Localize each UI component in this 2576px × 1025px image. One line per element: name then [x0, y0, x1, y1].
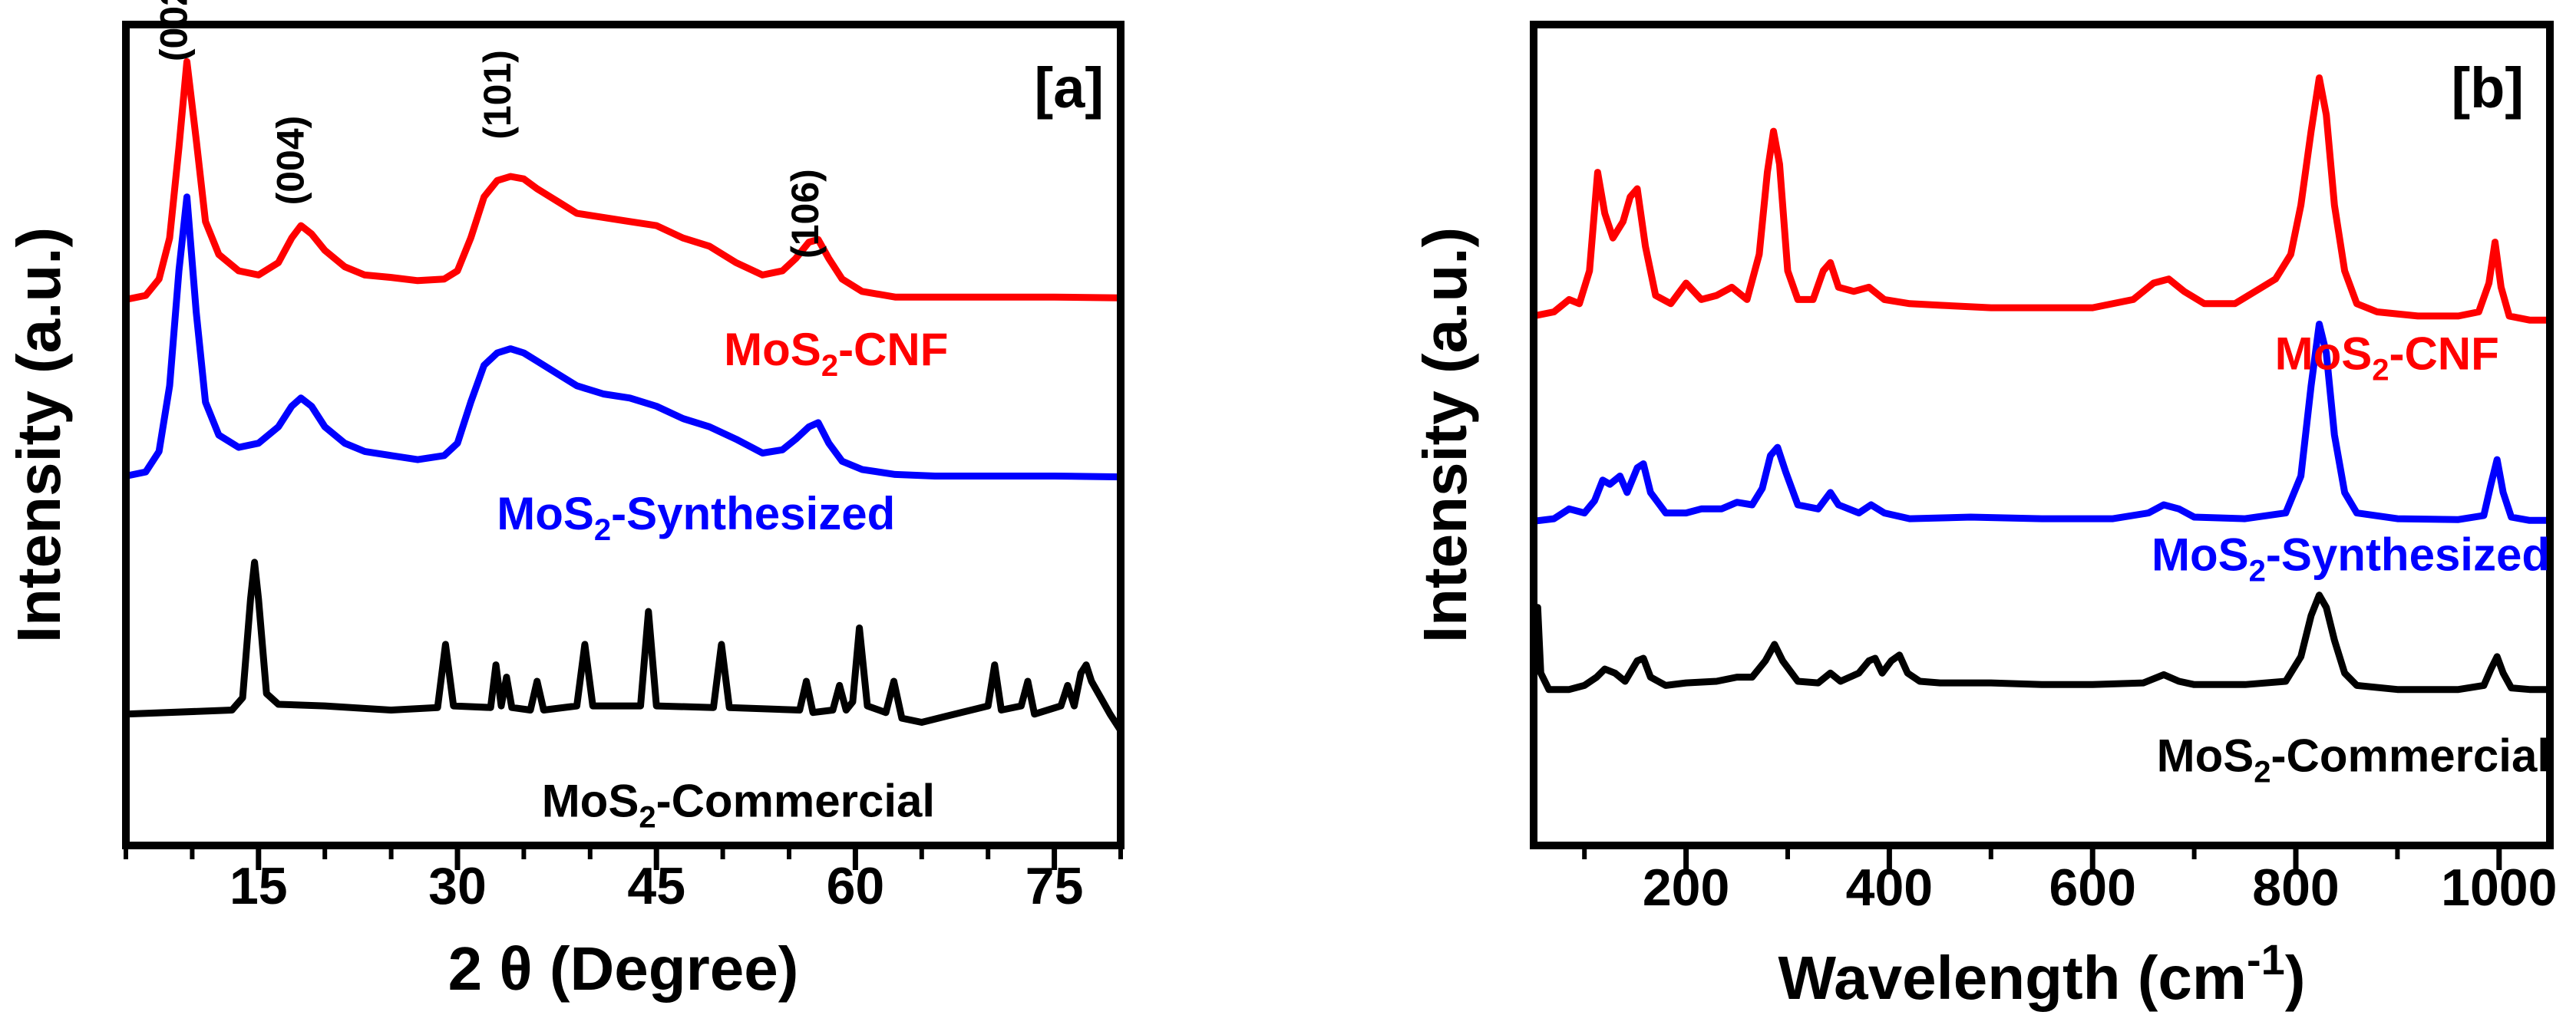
panel-label: [a] [1035, 56, 1104, 120]
series-line-1 [122, 193, 1125, 481]
peak-label: (002) [152, 0, 195, 61]
series-label-suffix: -Synthesized [611, 488, 895, 539]
series-label: MoS2-Synthesized [2152, 529, 2550, 588]
x-axis-label-main: Wavelength (cm [1778, 944, 2247, 1012]
plot-frame [122, 21, 1125, 849]
series-line-1 [1530, 321, 2554, 525]
series-label-suffix: -Synthesized [2266, 529, 2550, 581]
x-axis-label: 2 θ (Degree) [448, 934, 799, 1003]
x-tick-label: 60 [827, 857, 885, 915]
series-label: MoS2-Synthesized [497, 488, 895, 547]
series-label-subscript: 2 [2254, 756, 2271, 789]
series-label: MoS2-Commercial [2157, 730, 2550, 789]
series-label-prefix: MoS [724, 324, 821, 375]
series-line-2 [1530, 592, 2554, 694]
y-axis-label: Intensity (a.u.) [1411, 227, 1479, 643]
x-tick-label: 400 [1846, 859, 1933, 917]
series-label-prefix: MoS [2157, 730, 2254, 782]
series-label-prefix: MoS [2152, 529, 2249, 581]
series-line-2 [122, 559, 1125, 734]
series-label-subscript: 2 [821, 349, 838, 383]
series-label: MoS2-CNF [724, 324, 948, 383]
x-tick-label: 800 [2252, 859, 2339, 917]
peak-label: (004) [269, 116, 312, 206]
x-tick-label: 30 [428, 857, 487, 915]
panel-label: [b] [2452, 56, 2525, 120]
x-tick-label: 600 [2049, 859, 2135, 917]
series-label-suffix: -Commercial [2271, 730, 2550, 782]
x-tick-label: 75 [1025, 857, 1084, 915]
x-tick-label: 15 [230, 857, 288, 915]
x-tick-label: 1000 [2441, 859, 2557, 917]
series-label-prefix: MoS [542, 776, 639, 827]
plot-frame [1530, 21, 2554, 849]
x-tick-label: 200 [1643, 859, 1729, 917]
series-label-prefix: MoS [2275, 328, 2373, 379]
series-label-subscript: 2 [639, 801, 656, 835]
chart-panel-a: 15 30 45 60 75 2 θ (Degree) Intensity (a.u.) [a… [5, 0, 1125, 1003]
x-axis-label-superscript: -1 [2247, 935, 2285, 984]
series-label-suffix: -CNF [2389, 328, 2499, 379]
series-label-subscript: 2 [2249, 555, 2266, 588]
peak-label: (101) [476, 50, 519, 140]
series-label-suffix: -Commercial [656, 776, 935, 827]
x-axis-label: Wavelength (cm-1) [1778, 935, 2306, 1012]
series-line-0 [122, 58, 1125, 303]
series-label: MoS2-Commercial [542, 776, 935, 835]
peak-label: (106) [784, 169, 827, 259]
series-label-subscript: 2 [594, 513, 611, 547]
x-axis-label-close: ) [2285, 944, 2306, 1012]
series-label-subscript: 2 [2372, 353, 2389, 387]
y-axis-label: Intensity (a.u.) [5, 227, 73, 643]
series-line-0 [1530, 74, 2554, 324]
chart-panel-b: 200 400 600 800 1000 Wavelength (cm-1) Intensi… [1411, 21, 2557, 1012]
x-tick-label: 45 [627, 857, 685, 915]
series-label-suffix: -CNF [838, 324, 948, 375]
series-label: MoS2-CNF [2275, 328, 2499, 387]
series-label-prefix: MoS [497, 488, 594, 539]
